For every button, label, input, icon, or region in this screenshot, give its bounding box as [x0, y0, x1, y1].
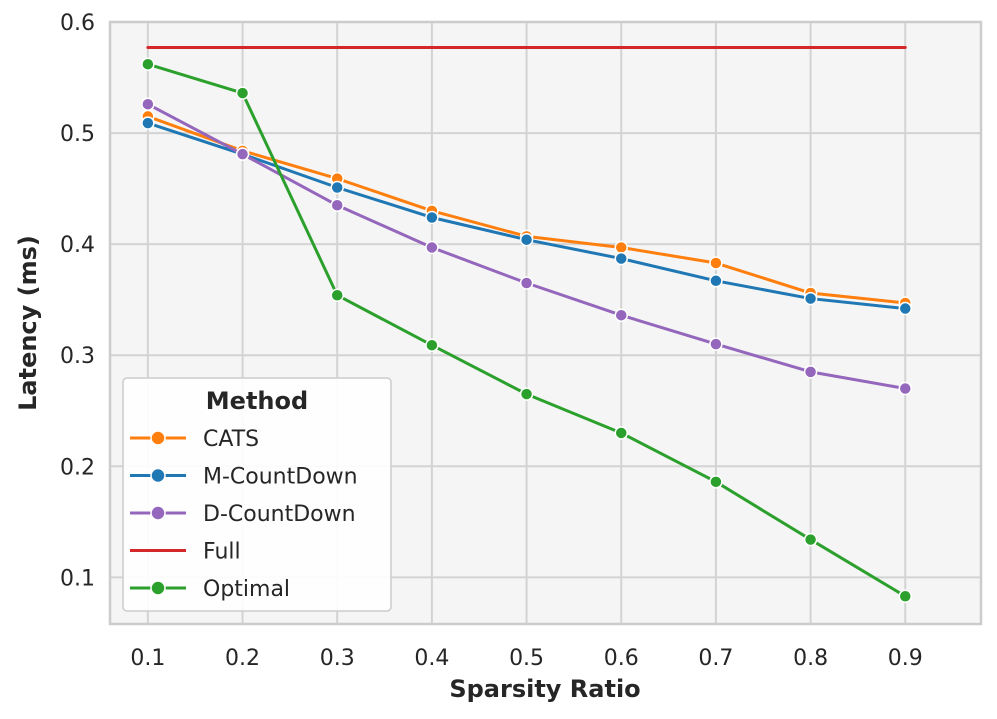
data-point-d-countdown [425, 240, 439, 255]
data-point-optimal [235, 86, 250, 100]
y-tick-label: 0.6 [60, 11, 95, 36]
legend-label: CATS [203, 427, 259, 452]
y-tick-labels: 0.1 0.2 0.3 0.4 0.5 0.6 [60, 11, 95, 591]
x-tick-label: 0.3 [320, 646, 355, 671]
series-layer [141, 46, 913, 603]
legend: Method CATS M-CountDown D-CountDown Full Opt… [122, 377, 392, 612]
data-point-d-countdown [614, 308, 628, 322]
data-point-d-countdown [235, 147, 250, 161]
legend-label: M-CountDown [203, 465, 358, 490]
plot-border [108, 20, 983, 626]
data-point-m-countdown [709, 274, 723, 288]
legend-box [122, 377, 392, 612]
y-axis-title: Latency (ms) [14, 235, 42, 411]
x-tick-label: 0.1 [130, 646, 165, 671]
y-tick-label: 0.2 [60, 455, 95, 480]
data-point-d-countdown [709, 337, 723, 351]
legend-label: Optimal [203, 577, 290, 602]
y-tick-label: 0.3 [60, 344, 95, 369]
data-point-m-countdown [330, 180, 344, 195]
y-tick-label: 0.5 [60, 122, 95, 147]
data-point-optimal [519, 387, 534, 401]
legend-item-cats: CATS [130, 427, 259, 452]
legend-title: Method [206, 387, 308, 415]
data-point-m-countdown [803, 291, 818, 306]
data-point-optimal [803, 532, 818, 547]
data-point-m-countdown [614, 251, 628, 266]
data-point-d-countdown [898, 381, 913, 396]
x-axis-title: Sparsity Ratio [449, 675, 640, 703]
data-point-d-countdown [330, 198, 344, 213]
data-point-optimal [330, 288, 344, 302]
data-point-optimal [425, 338, 439, 352]
data-point-optimal [614, 426, 628, 440]
legend-item-m-countdown: M-CountDown [130, 465, 358, 490]
data-point-optimal [709, 475, 723, 489]
data-point-d-countdown [803, 365, 818, 379]
x-tick-label: 0.2 [225, 646, 260, 671]
data-point-m-countdown [425, 210, 439, 225]
legend-marker [150, 467, 166, 484]
x-tick-label: 0.7 [698, 646, 733, 671]
series-optimal [141, 57, 913, 603]
data-point-m-countdown [141, 116, 155, 130]
x-tick-label: 0.5 [509, 646, 544, 671]
x-tick-label: 0.9 [888, 646, 923, 671]
data-point-d-countdown [141, 97, 155, 111]
x-tick-label: 0.4 [414, 646, 449, 671]
y-tick-label: 0.4 [60, 233, 95, 258]
legend-item-full: Full [130, 540, 241, 565]
data-point-m-countdown [519, 232, 534, 247]
x-tick-label: 0.8 [793, 646, 828, 671]
legend-label: Full [203, 540, 241, 565]
legend-marker [150, 580, 166, 596]
legend-marker [150, 430, 166, 446]
x-tick-labels: 0.1 0.2 0.3 0.4 0.5 0.6 0.7 0.8 0.9 [130, 646, 922, 671]
legend-item-optimal: Optimal [130, 577, 290, 602]
data-point-cats [614, 240, 628, 255]
data-point-cats [709, 256, 723, 270]
y-tick-label: 0.1 [60, 566, 95, 591]
data-point-m-countdown [898, 301, 913, 316]
data-point-optimal [141, 57, 155, 71]
legend-item-d-countdown: D-CountDown [130, 502, 356, 527]
data-point-optimal [898, 589, 913, 603]
series-d-countdown [141, 97, 913, 396]
x-tick-label: 0.6 [604, 646, 639, 671]
data-point-d-countdown [519, 276, 534, 290]
legend-label: D-CountDown [203, 502, 356, 527]
legend-items: CATS M-CountDown D-CountDown Full Optimal [130, 427, 358, 602]
legend-marker [150, 505, 166, 521]
